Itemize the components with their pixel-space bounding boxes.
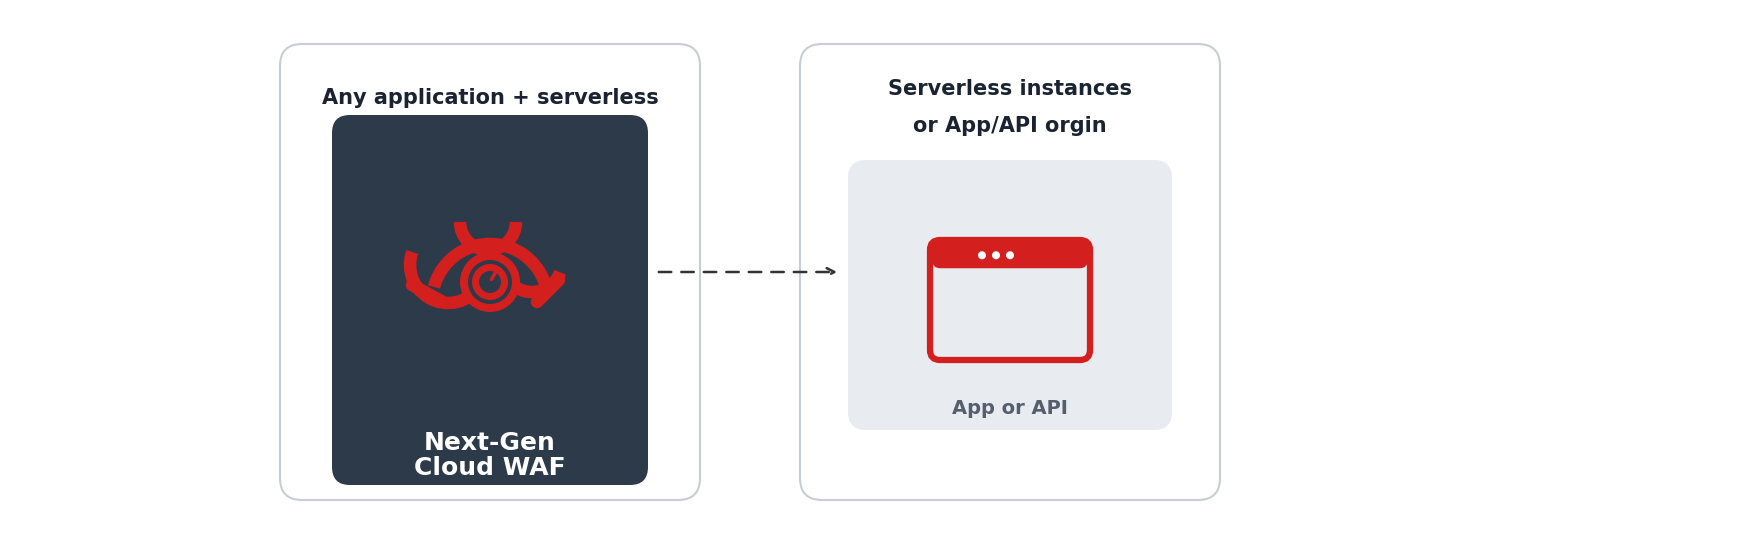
Circle shape <box>993 251 1000 259</box>
Circle shape <box>979 251 986 259</box>
FancyBboxPatch shape <box>801 44 1220 500</box>
Circle shape <box>479 271 502 293</box>
Circle shape <box>459 252 519 312</box>
Circle shape <box>1007 251 1014 259</box>
FancyBboxPatch shape <box>848 160 1172 430</box>
FancyBboxPatch shape <box>933 242 1088 268</box>
Text: Serverless instances: Serverless instances <box>889 79 1132 99</box>
Text: or App/API orgin: or App/API orgin <box>913 116 1107 136</box>
FancyBboxPatch shape <box>333 115 648 485</box>
Text: App or API: App or API <box>952 399 1068 418</box>
Text: Next-Gen: Next-Gen <box>424 431 556 455</box>
FancyBboxPatch shape <box>484 242 496 252</box>
Circle shape <box>472 264 509 300</box>
FancyBboxPatch shape <box>280 44 700 500</box>
Text: Cloud WAF: Cloud WAF <box>414 456 565 480</box>
Circle shape <box>468 260 512 304</box>
Text: Any application + serverless: Any application + serverless <box>322 88 658 108</box>
